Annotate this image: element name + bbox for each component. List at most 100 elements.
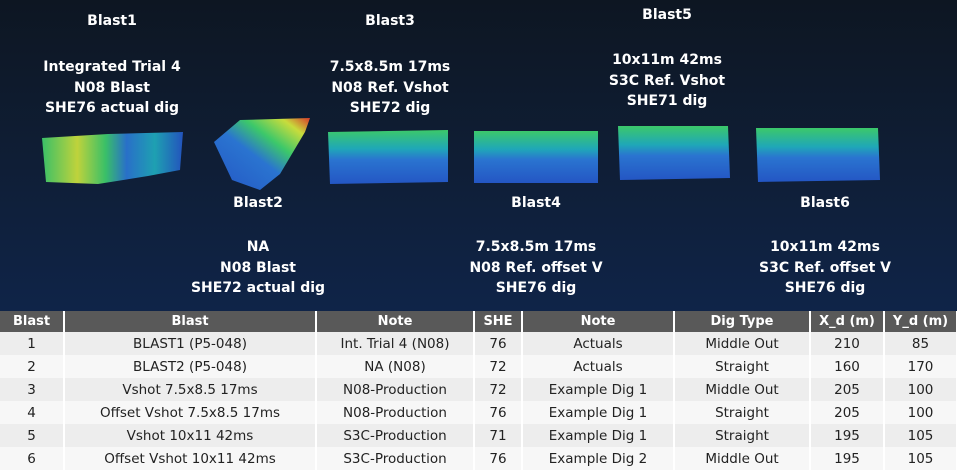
cell: BLAST2 (P5-048)	[64, 355, 317, 378]
blast5-line-3: SHE71 dig	[626, 93, 708, 109]
blast6-point-cloud	[756, 128, 880, 182]
blast2-title: Blast2	[233, 195, 283, 211]
cell: BLAST1 (P5-048)	[64, 332, 317, 355]
cell: Offset Vshot 10x11 42ms	[64, 447, 317, 470]
header-y-d: Y_d (m)	[884, 311, 957, 332]
blast4-line-1: 7.5x8.5m 17ms	[475, 239, 597, 255]
cell: 105	[884, 424, 957, 447]
cell: Example Dig 1	[522, 378, 675, 401]
blast2-line-3: SHE72 actual dig	[190, 280, 326, 296]
cell: Vshot 7.5x8.5 17ms	[64, 378, 317, 401]
cell: 210	[810, 332, 885, 355]
cell: 1	[0, 332, 65, 355]
header-x-d: X_d (m)	[810, 311, 885, 332]
blast4-point-cloud	[474, 131, 598, 183]
blast-summary-table: Blast Blast Note SHE Note Dig Type X_d (…	[0, 311, 957, 470]
cell: Example Dig 1	[522, 401, 675, 424]
cell: 205	[810, 378, 885, 401]
table-row: 1 BLAST1 (P5-048) Int. Trial 4 (N08) 76 …	[0, 332, 957, 355]
cell: Int. Trial 4 (N08)	[316, 332, 475, 355]
blast5-line-2: S3C Ref. Vshot	[608, 72, 726, 89]
blast5-desc: 10x11m 42ms S3C Ref. Vshot SHE71 dig	[609, 50, 725, 112]
table-row: 4 Offset Vshot 7.5x8.5 17ms N08-Producti…	[0, 401, 957, 424]
blast4-line-2: N08 Ref. offset V	[469, 259, 603, 276]
blast6-desc: 10x11m 42ms S3C Ref. offset V SHE76 dig	[759, 237, 891, 299]
cell: Straight	[674, 401, 811, 424]
blast5-title: Blast5	[642, 7, 692, 23]
cell: Middle Out	[674, 332, 811, 355]
cell: Straight	[674, 424, 811, 447]
blast1-line-1: Integrated Trial 4	[43, 59, 181, 75]
table-row: 3 Vshot 7.5x8.5 17ms N08-Production 72 E…	[0, 378, 957, 401]
header-blast-number: Blast	[0, 311, 65, 332]
blast6-line-1: 10x11m 42ms	[770, 239, 880, 255]
cell: 6	[0, 447, 65, 470]
cell: 100	[884, 378, 957, 401]
cell: Example Dig 2	[522, 447, 675, 470]
cell: Example Dig 1	[522, 424, 675, 447]
cell: 72	[474, 355, 523, 378]
header-dig-type: Dig Type	[674, 311, 811, 332]
point-cloud-panel: Blast1 Integrated Trial 4 N08 Blast SHE7…	[0, 0, 957, 311]
blast2-desc: NA N08 Blast SHE72 actual dig	[191, 237, 325, 299]
cell: NA (N08)	[316, 355, 475, 378]
cell: 3	[0, 378, 65, 401]
blast3-title: Blast3	[365, 13, 415, 29]
table-header-row: Blast Blast Note SHE Note Dig Type X_d (…	[0, 311, 957, 332]
cell: 195	[810, 424, 885, 447]
cell: Offset Vshot 7.5x8.5 17ms	[64, 401, 317, 424]
table-row: 5 Vshot 10x11 42ms S3C-Production 71 Exa…	[0, 424, 957, 447]
cell: 195	[810, 447, 885, 470]
cell: 85	[884, 332, 957, 355]
cell: 205	[810, 401, 885, 424]
blast3-line-2: N08 Ref. Vshot	[331, 79, 449, 96]
cell: 105	[884, 447, 957, 470]
cell: 170	[884, 355, 957, 378]
blast6-line-2: S3C Ref. offset V	[759, 259, 891, 276]
cell: 100	[884, 401, 957, 424]
header-blast-name: Blast	[64, 311, 317, 332]
header-she: SHE	[474, 311, 523, 332]
cell: 76	[474, 401, 523, 424]
blast2-line-2: N08 Blast	[219, 259, 296, 276]
cell: 160	[810, 355, 885, 378]
cell: S3C-Production	[316, 424, 475, 447]
blast3-line-1: 7.5x8.5m 17ms	[329, 59, 451, 75]
blast2-point-cloud	[214, 118, 310, 190]
cell: 4	[0, 401, 65, 424]
header-note-2: Note	[522, 311, 675, 332]
blast3-line-3: SHE72 dig	[349, 100, 431, 116]
cell: 5	[0, 424, 65, 447]
table-row: 6 Offset Vshot 10x11 42ms S3C-Production…	[0, 447, 957, 470]
blast5-line-1: 10x11m 42ms	[612, 52, 722, 68]
cell: 72	[474, 378, 523, 401]
cell: 71	[474, 424, 523, 447]
blast1-desc: Integrated Trial 4 N08 Blast SHE76 actua…	[43, 57, 180, 119]
blast5-point-cloud	[618, 126, 730, 180]
cell: Middle Out	[674, 447, 811, 470]
cell: N08-Production	[316, 378, 475, 401]
blast6-line-3: SHE76 dig	[784, 280, 866, 296]
cell: S3C-Production	[316, 447, 475, 470]
blast4-desc: 7.5x8.5m 17ms N08 Ref. offset V SHE76 di…	[469, 237, 602, 299]
blast1-line-3: SHE76 actual dig	[44, 100, 180, 116]
table-row: 2 BLAST2 (P5-048) NA (N08) 72 Actuals St…	[0, 355, 957, 378]
blast4-title: Blast4	[511, 195, 561, 211]
blast1-line-2: N08 Blast	[73, 79, 150, 96]
blast1-title: Blast1	[87, 13, 137, 29]
cell: 76	[474, 332, 523, 355]
blast2-line-1: NA	[246, 239, 270, 255]
blast3-desc: 7.5x8.5m 17ms N08 Ref. Vshot SHE72 dig	[330, 57, 451, 119]
cell: 2	[0, 355, 65, 378]
blast4-line-3: SHE76 dig	[495, 280, 577, 296]
blast6-title: Blast6	[800, 195, 850, 211]
cell: N08-Production	[316, 401, 475, 424]
cell: Vshot 10x11 42ms	[64, 424, 317, 447]
blast1-point-cloud	[42, 132, 183, 184]
cell: 76	[474, 447, 523, 470]
header-note: Note	[316, 311, 475, 332]
cell: Actuals	[522, 355, 675, 378]
cell: Actuals	[522, 332, 675, 355]
blast3-point-cloud	[328, 130, 448, 184]
cell: Middle Out	[674, 378, 811, 401]
